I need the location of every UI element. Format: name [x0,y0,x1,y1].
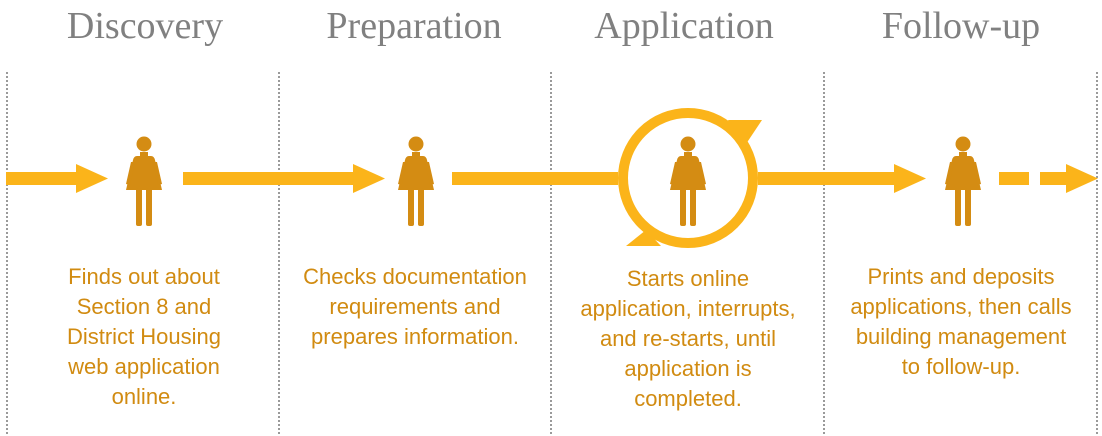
stage-title-follow-up: Follow-up [881,5,1041,47]
stage-description-follow-up: Prints and deposits applications, then c… [834,262,1088,382]
description-line: District Housing [66,324,222,349]
description-line: Checks documentation [303,264,527,289]
stage-divider [823,72,825,434]
stage-divider [550,72,552,434]
description-line: building management [855,324,1067,349]
description-line: Finds out about [68,264,220,289]
person-icon [398,136,434,226]
flow-line [452,172,618,185]
description-line: web application [68,354,220,379]
stage-divider [278,72,280,434]
description-line: Section 8 and [76,294,212,319]
flow-arrow [758,164,926,193]
flow-arrow [6,164,108,193]
description-line: completed. [634,386,742,411]
person-icon [126,136,162,226]
description-line: Starts online [626,266,750,291]
flow-arrow [183,164,385,193]
person-icon [945,136,981,226]
description-line: application is [624,356,752,381]
stage-title-discovery: Discovery [66,5,224,47]
dashed-arrow [999,164,1098,193]
description-line: online. [111,384,177,409]
description-line: and re-starts, until [599,326,777,351]
stage-description-preparation: Checks documentation requirements and pr… [288,262,542,352]
description-line: applications, then calls [850,294,1072,319]
stage-title-preparation: Preparation [326,5,502,47]
stage-divider [6,72,8,434]
description-line: requirements and [329,294,501,319]
stage-title-application: Application [594,5,774,47]
stage-divider [1096,72,1098,434]
description-line: to follow-up. [901,354,1021,379]
description-line: Prints and deposits [867,264,1055,289]
loop-icon [618,108,762,248]
person-icon [670,136,706,226]
description-line: prepares information. [311,324,519,349]
description-line: application, interrupts, [580,296,796,321]
stage-description-discovery: Finds out about Section 8 and District H… [24,262,264,412]
stage-description-application: Starts online application, interrupts, a… [560,264,816,414]
